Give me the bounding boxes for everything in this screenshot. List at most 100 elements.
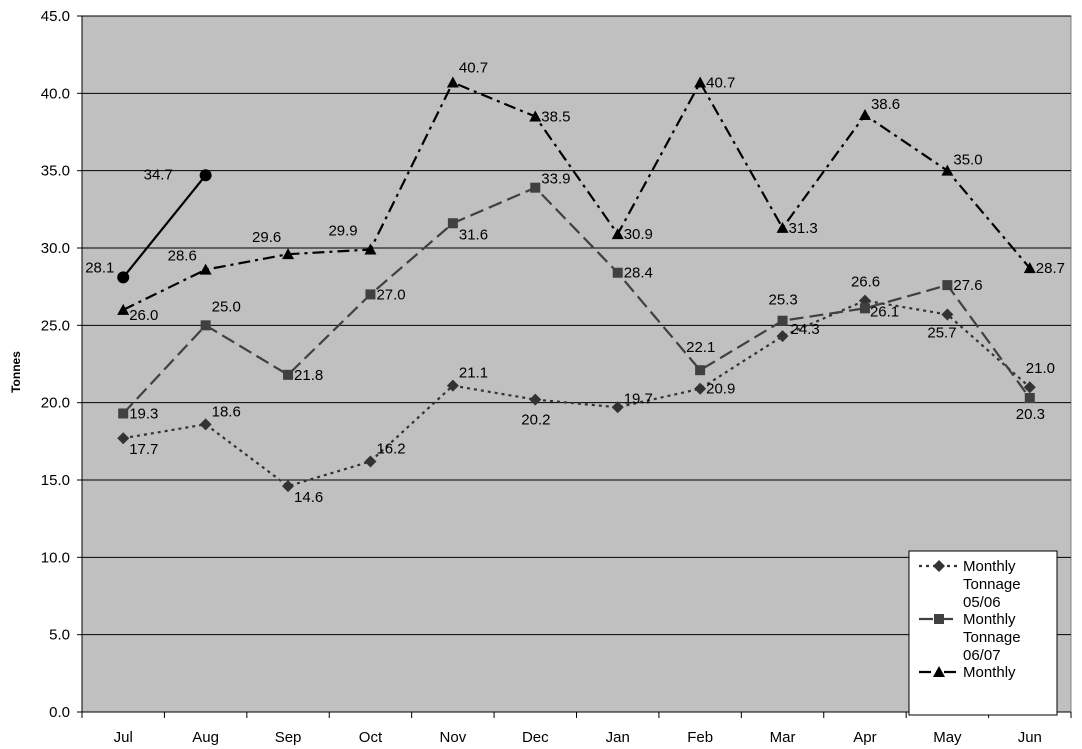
x-tick-label: Oct bbox=[359, 729, 383, 746]
x-tick-label: Nov bbox=[440, 729, 467, 746]
data-label: 30.9 bbox=[624, 226, 653, 243]
diamond-marker bbox=[117, 432, 130, 445]
data-label: 24.3 bbox=[791, 321, 820, 338]
data-label: 22.1 bbox=[686, 339, 715, 356]
series-3 bbox=[117, 76, 1036, 315]
data-label: 40.7 bbox=[459, 60, 488, 77]
data-label: 17.7 bbox=[129, 441, 158, 458]
y-tick-label: 10.0 bbox=[41, 549, 70, 566]
diamond-marker bbox=[694, 382, 707, 395]
data-label: 16.2 bbox=[376, 440, 405, 457]
triangle-marker bbox=[364, 243, 377, 255]
data-label: 31.6 bbox=[459, 226, 488, 243]
x-tick-label: May bbox=[933, 729, 962, 746]
data-label: 21.0 bbox=[1026, 360, 1055, 377]
legend-entry: Monthly bbox=[919, 664, 1016, 681]
data-label: 27.0 bbox=[376, 286, 405, 303]
x-tick-label: Jun bbox=[1018, 729, 1042, 746]
triangle-marker bbox=[694, 76, 707, 88]
triangle-marker bbox=[529, 110, 542, 122]
data-label: 34.7 bbox=[144, 166, 173, 183]
x-tick-labels: Jul Aug Sep Oct Nov Dec Jan Feb Mar Apr May Jun bbox=[81, 712, 1072, 746]
data-label: 38.5 bbox=[541, 109, 570, 126]
data-label: 28.6 bbox=[168, 248, 197, 265]
data-label: 19.7 bbox=[624, 390, 653, 407]
y-axis-label: Tonnes bbox=[9, 351, 23, 393]
triangle-marker bbox=[941, 164, 954, 176]
y-tick-labels: 0.0 5.0 10.0 15.0 20.0 25.0 30.0 35.0 40.0 45.0 bbox=[41, 8, 82, 721]
triangle-marker bbox=[1023, 262, 1036, 274]
data-label: 18.6 bbox=[212, 403, 241, 420]
plot-area bbox=[81, 15, 1072, 713]
square-marker bbox=[530, 182, 541, 193]
square-marker bbox=[859, 303, 870, 314]
data-label: 25.3 bbox=[769, 292, 798, 309]
legend: MonthlyTonnage05/06MonthlyTonnage06/07Mo… bbox=[908, 550, 1058, 716]
x-tick-label: Dec bbox=[522, 729, 549, 746]
data-label: 14.6 bbox=[294, 489, 323, 506]
x-tick-label: Jan bbox=[606, 729, 630, 746]
series bbox=[117, 76, 1036, 493]
diamond-marker bbox=[282, 480, 295, 493]
diamond-marker bbox=[941, 308, 954, 321]
y-tick-label: 15.0 bbox=[41, 472, 70, 489]
y-tick-label: 0.0 bbox=[49, 704, 70, 721]
y-tick-label: 40.0 bbox=[41, 85, 70, 102]
legend-box bbox=[908, 550, 1058, 716]
data-labels: 17.7 18.6 14.6 16.2 21.1 20.2 19.7 20.9 24.3 26.6… bbox=[85, 60, 1065, 507]
y-tick-label: 5.0 bbox=[49, 627, 70, 644]
data-label: 26.0 bbox=[129, 307, 158, 324]
square-marker bbox=[612, 267, 623, 278]
circle-marker bbox=[117, 271, 130, 284]
data-label: 20.3 bbox=[1016, 406, 1045, 423]
data-label: 29.9 bbox=[328, 223, 357, 240]
series-1 bbox=[117, 294, 1036, 493]
y-tick-label: 20.0 bbox=[41, 395, 70, 412]
square-marker bbox=[365, 289, 376, 300]
series-line bbox=[122, 80, 1031, 311]
data-label: 40.7 bbox=[706, 75, 735, 92]
legend-label: Monthly bbox=[963, 611, 1016, 628]
data-label: 25.7 bbox=[927, 325, 956, 342]
diamond-marker bbox=[776, 330, 789, 343]
diamond-marker bbox=[1023, 381, 1036, 394]
square-marker bbox=[283, 369, 294, 380]
legend-label: Tonnage bbox=[963, 629, 1021, 646]
data-label: 26.6 bbox=[851, 274, 880, 291]
triangle-marker bbox=[611, 228, 624, 240]
series-line bbox=[122, 174, 207, 279]
gridlines bbox=[82, 15, 1071, 636]
data-label: 20.9 bbox=[706, 381, 735, 398]
data-label: 27.6 bbox=[953, 277, 982, 294]
x-tick-label: Aug bbox=[192, 729, 219, 746]
square-marker bbox=[200, 320, 211, 331]
series-line bbox=[123, 299, 1031, 488]
data-label: 29.6 bbox=[252, 229, 281, 246]
diamond-marker bbox=[611, 401, 624, 414]
data-label: 21.8 bbox=[294, 367, 323, 384]
data-label: 25.0 bbox=[212, 298, 241, 315]
data-label: 28.7 bbox=[1036, 260, 1065, 277]
data-label: 35.0 bbox=[953, 152, 982, 169]
diamond-marker bbox=[364, 455, 377, 468]
square-marker bbox=[777, 315, 788, 326]
data-label: 20.2 bbox=[521, 412, 550, 429]
legend-label: 06/07 bbox=[963, 647, 1001, 664]
data-label: 19.3 bbox=[129, 405, 158, 422]
triangle-marker bbox=[199, 263, 212, 275]
triangle-marker bbox=[446, 76, 459, 88]
plot-background bbox=[81, 15, 1072, 713]
diamond-marker bbox=[199, 418, 212, 431]
data-label: 31.3 bbox=[789, 220, 818, 237]
square-marker bbox=[447, 218, 458, 229]
data-label: 21.1 bbox=[459, 365, 488, 382]
y-tick-label: 25.0 bbox=[41, 317, 70, 334]
diamond-marker bbox=[933, 560, 945, 572]
series-line bbox=[122, 186, 1031, 415]
x-tick-label: Sep bbox=[275, 729, 302, 746]
legend-label: Monthly bbox=[963, 664, 1016, 681]
triangle-marker bbox=[117, 303, 130, 315]
circle-marker bbox=[199, 169, 212, 182]
